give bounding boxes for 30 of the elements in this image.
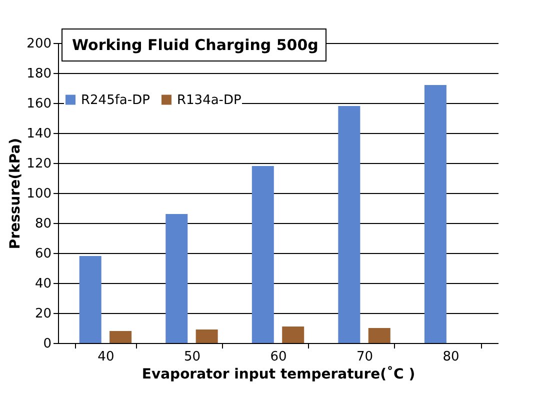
x-tick-label: 80 xyxy=(442,350,460,364)
x-tick-label: 70 xyxy=(356,350,374,364)
x-tick-label: 40 xyxy=(98,350,114,364)
chart-title: Working Fluid Charging 500g xyxy=(72,36,318,54)
x-tick-label: 60 xyxy=(270,350,287,364)
bar xyxy=(368,328,390,343)
y-tick-label: 80 xyxy=(34,216,52,232)
y-tick-label: 200 xyxy=(26,36,52,52)
bar xyxy=(79,256,102,343)
y-tick-label: 60 xyxy=(34,246,52,262)
y-tick-label: 140 xyxy=(26,126,52,142)
bar xyxy=(424,85,446,343)
bar xyxy=(252,166,274,343)
y-tick-label: 100 xyxy=(26,186,52,202)
bar xyxy=(166,214,188,343)
y-tick-label: 0 xyxy=(43,336,52,352)
legend-label: R134a-DP xyxy=(177,92,242,108)
bar xyxy=(196,330,218,343)
legend-label: R245fa-DP xyxy=(81,92,150,108)
y-axis-title: Pressure(kPa) xyxy=(8,138,24,250)
y-tick-label: 160 xyxy=(26,96,52,112)
bar xyxy=(110,331,132,343)
y-tick-label: 180 xyxy=(26,66,52,82)
x-axis-title: Evaporator input temperature(˚C ) xyxy=(142,366,416,382)
y-tick-label: 20 xyxy=(34,306,52,322)
bar xyxy=(338,106,360,343)
x-tick-label: 50 xyxy=(184,350,200,364)
y-tick-label: 40 xyxy=(34,276,52,292)
y-tick-label: 120 xyxy=(26,156,52,172)
bar xyxy=(282,326,304,343)
